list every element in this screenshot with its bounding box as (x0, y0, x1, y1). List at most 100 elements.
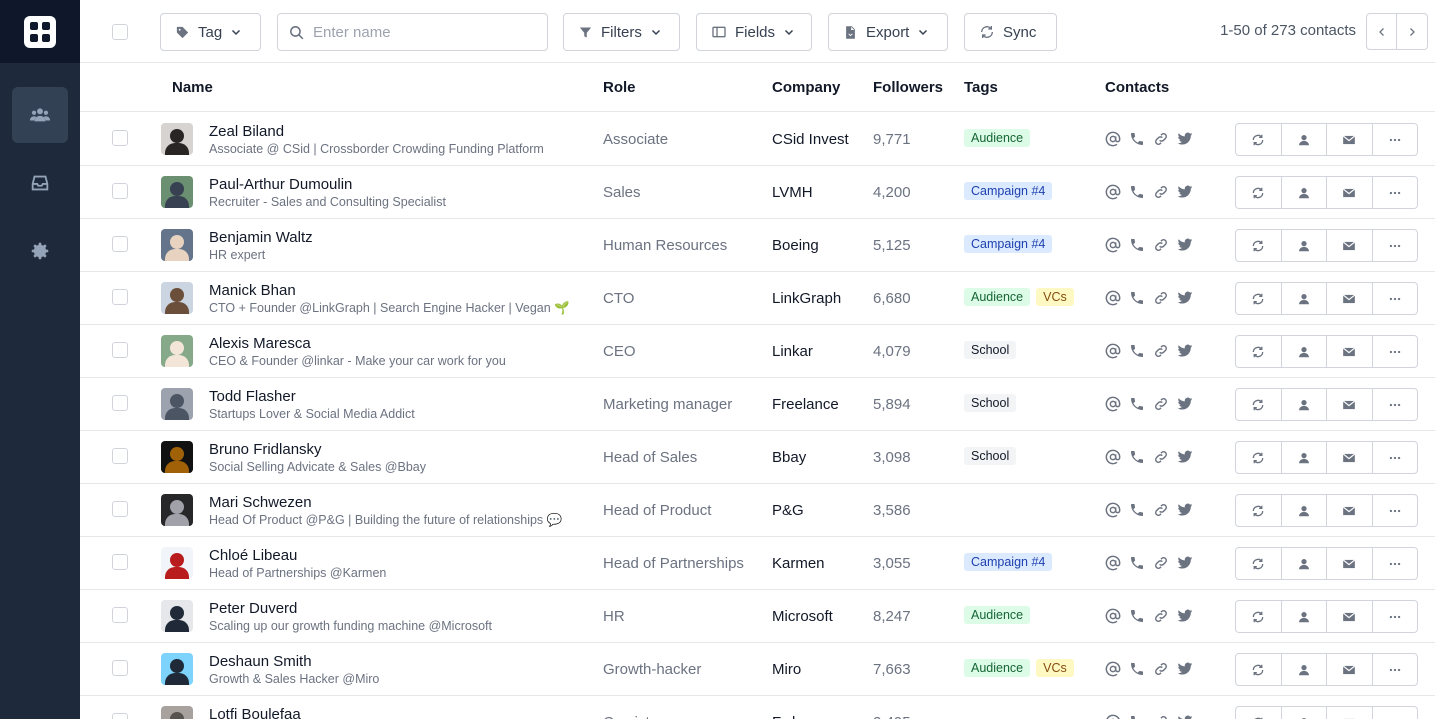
column-header-followers[interactable]: Followers (873, 79, 944, 96)
send-message-button[interactable] (1327, 601, 1373, 632)
link-icon[interactable] (1153, 555, 1169, 571)
more-options-button[interactable] (1373, 177, 1418, 208)
avatar[interactable] (161, 494, 193, 526)
twitter-icon[interactable] (1177, 343, 1193, 359)
column-header-company[interactable]: Company (772, 79, 841, 96)
phone-icon[interactable] (1129, 131, 1145, 147)
tag-badge[interactable]: Audience (964, 659, 1031, 677)
contact-name[interactable]: Peter Duverd (209, 600, 298, 617)
more-options-button[interactable] (1373, 336, 1418, 367)
send-message-button[interactable] (1327, 336, 1373, 367)
link-icon[interactable] (1153, 343, 1169, 359)
phone-icon[interactable] (1129, 449, 1145, 465)
twitter-icon[interactable] (1177, 396, 1193, 412)
tag-badge[interactable]: School (964, 447, 1017, 465)
send-message-button[interactable] (1327, 442, 1373, 473)
contact-name[interactable]: Alexis Maresca (209, 335, 311, 352)
more-options-button[interactable] (1373, 654, 1418, 685)
sync-contact-button[interactable] (1236, 283, 1282, 314)
nav-contacts[interactable] (12, 87, 68, 143)
table-row[interactable]: Manick Bhan CTO + Founder @LinkGraph | S… (80, 272, 1435, 325)
sync-contact-button[interactable] (1236, 601, 1282, 632)
sync-contact-button[interactable] (1236, 654, 1282, 685)
more-options-button[interactable] (1373, 283, 1418, 314)
avatar[interactable] (161, 123, 193, 155)
at-sign-icon[interactable] (1105, 661, 1121, 677)
twitter-icon[interactable] (1177, 502, 1193, 518)
more-options-button[interactable] (1373, 230, 1418, 261)
twitter-icon[interactable] (1177, 608, 1193, 624)
contact-name[interactable]: Benjamin Waltz (209, 229, 313, 246)
tag-badge[interactable]: VCs (1036, 659, 1074, 677)
twitter-icon[interactable] (1177, 237, 1193, 253)
sync-contact-button[interactable] (1236, 177, 1282, 208)
phone-icon[interactable] (1129, 396, 1145, 412)
view-profile-button[interactable] (1282, 124, 1327, 155)
more-options-button[interactable] (1373, 601, 1418, 632)
table-row[interactable]: Paul-Arthur Dumoulin Recruiter - Sales a… (80, 166, 1435, 219)
at-sign-icon[interactable] (1105, 131, 1121, 147)
avatar[interactable] (161, 388, 193, 420)
link-icon[interactable] (1153, 449, 1169, 465)
view-profile-button[interactable] (1282, 654, 1327, 685)
avatar[interactable] (161, 706, 193, 719)
twitter-icon[interactable] (1177, 714, 1193, 719)
view-profile-button[interactable] (1282, 601, 1327, 632)
link-icon[interactable] (1153, 714, 1169, 719)
sync-contact-button[interactable] (1236, 495, 1282, 526)
table-row[interactable]: Deshaun Smith Growth & Sales Hacker @Mir… (80, 643, 1435, 696)
sync-contact-button[interactable] (1236, 230, 1282, 261)
tag-badge[interactable]: VCs (1036, 288, 1074, 306)
sync-button[interactable]: Sync (964, 13, 1057, 51)
table-row[interactable]: Peter Duverd Scaling up our growth fundi… (80, 590, 1435, 643)
avatar[interactable] (161, 335, 193, 367)
more-options-button[interactable] (1373, 124, 1418, 155)
phone-icon[interactable] (1129, 290, 1145, 306)
contact-name[interactable]: Deshaun Smith (209, 653, 312, 670)
sync-contact-button[interactable] (1236, 442, 1282, 473)
sync-contact-button[interactable] (1236, 707, 1282, 719)
twitter-icon[interactable] (1177, 449, 1193, 465)
row-checkbox[interactable] (112, 554, 128, 570)
link-icon[interactable] (1153, 290, 1169, 306)
contact-name[interactable]: Manick Bhan (209, 282, 296, 299)
tag-badge[interactable]: Campaign #4 (964, 182, 1053, 200)
prev-page-button[interactable] (1366, 13, 1397, 50)
sync-contact-button[interactable] (1236, 389, 1282, 420)
row-checkbox[interactable] (112, 183, 128, 199)
avatar[interactable] (161, 547, 193, 579)
table-row[interactable]: Benjamin Waltz HR expert Human Resources… (80, 219, 1435, 272)
at-sign-icon[interactable] (1105, 714, 1121, 719)
at-sign-icon[interactable] (1105, 184, 1121, 200)
view-profile-button[interactable] (1282, 389, 1327, 420)
tag-badge[interactable]: Campaign #4 (964, 235, 1053, 253)
export-button[interactable]: Export (828, 13, 948, 51)
table-row[interactable]: Lotfi Boulefaa Ca...ist F...l... 2,495 (80, 696, 1435, 719)
sync-contact-button[interactable] (1236, 548, 1282, 579)
at-sign-icon[interactable] (1105, 237, 1121, 253)
contact-name[interactable]: Bruno Fridlansky (209, 441, 322, 458)
sync-contact-button[interactable] (1236, 336, 1282, 367)
select-all-checkbox[interactable] (112, 24, 128, 40)
sync-contact-button[interactable] (1236, 124, 1282, 155)
send-message-button[interactable] (1327, 389, 1373, 420)
twitter-icon[interactable] (1177, 555, 1193, 571)
view-profile-button[interactable] (1282, 495, 1327, 526)
link-icon[interactable] (1153, 661, 1169, 677)
table-row[interactable]: Chloé Libeau Head of Partnerships @Karme… (80, 537, 1435, 590)
row-checkbox[interactable] (112, 342, 128, 358)
table-row[interactable]: Mari Schwezen Head Of Product @P&G | Bui… (80, 484, 1435, 537)
logo-area[interactable] (0, 0, 80, 63)
phone-icon[interactable] (1129, 661, 1145, 677)
table-row[interactable]: Alexis Maresca CEO & Founder @linkar - M… (80, 325, 1435, 378)
at-sign-icon[interactable] (1105, 555, 1121, 571)
phone-icon[interactable] (1129, 237, 1145, 253)
send-message-button[interactable] (1327, 707, 1373, 719)
contact-name[interactable]: Mari Schwezen (209, 494, 312, 511)
next-page-button[interactable] (1397, 13, 1428, 50)
view-profile-button[interactable] (1282, 336, 1327, 367)
row-checkbox[interactable] (112, 448, 128, 464)
phone-icon[interactable] (1129, 184, 1145, 200)
tag-badge[interactable]: Audience (964, 288, 1031, 306)
search-input[interactable] (313, 23, 533, 41)
